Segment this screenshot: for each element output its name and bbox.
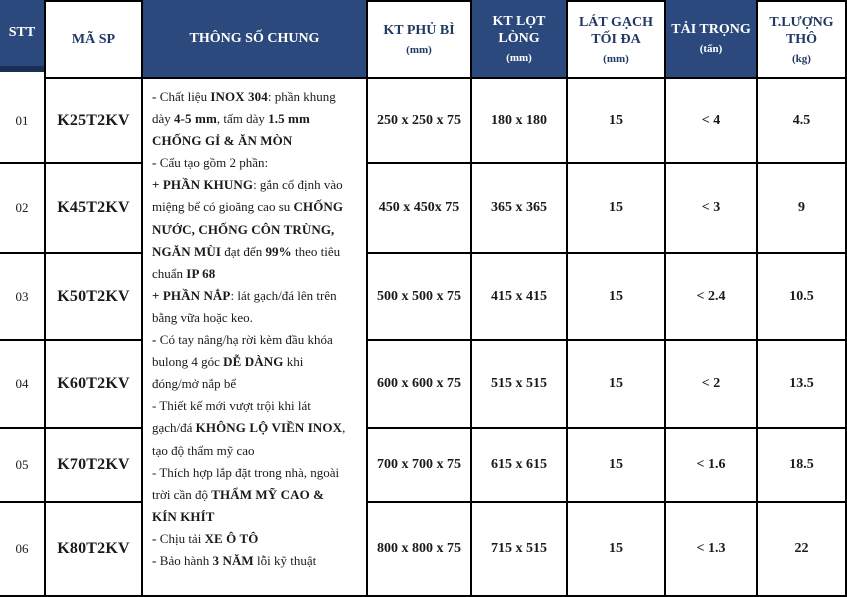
row-3-tai-trong: < 2.4 xyxy=(666,254,758,341)
header-sub-kt-phu-bi: (mm) xyxy=(406,44,432,56)
spec-line-22: - Bảo hành 3 NĂM lỗi kỹ thuật xyxy=(152,552,317,568)
row-3-t-luong: 10.5 xyxy=(758,254,847,341)
row-5-tai-trong: < 1.6 xyxy=(666,429,758,503)
header-cell-lat-gach-toi-da: LÁT GẠCH TỐI ĐA (mm) xyxy=(568,0,666,79)
spec-line-10: + PHẦN NẮP: lát gạch/đá lên trên xyxy=(152,287,337,303)
spec-line-18: - Thích hợp lắp đặt trong nhà, ngoài xyxy=(152,464,340,480)
row-3-kt-lot-long: 415 x 415 xyxy=(472,254,568,341)
row-6-kt-phu-bi: 800 x 800 x 75 xyxy=(368,503,472,597)
row-6-t-luong: 22 xyxy=(758,503,847,597)
row-2-kt-phu-bi: 450 x 450x 75 xyxy=(368,164,472,254)
row-1-kt-phu-bi: 250 x 250 x 75 xyxy=(368,79,472,164)
spec-line-13: bulong 4 góc DỄ DÀNG khi xyxy=(152,354,304,370)
spec-line-5: + PHẦN KHUNG: gắn cố định vào xyxy=(152,177,343,193)
header-label-kt-lot-long: KT LỌT LÒNG xyxy=(492,13,546,46)
header-cell-tai-trong: TẢI TRỌNG (tấn) xyxy=(666,0,758,79)
header-cell-kt-lot-long: KT LỌT LÒNG (mm) xyxy=(472,0,568,79)
spec-line-12: - Có tay nâng/hạ rời kèm đầu khóa xyxy=(152,332,333,348)
row-1-code: K25T2KV xyxy=(46,79,143,164)
header-label-lat-gach-toi-da: LÁT GẠCH TỐI ĐA xyxy=(578,14,654,47)
row-6-kt-lot-long: 715 x 515 xyxy=(472,503,568,597)
row-2-lat-gach: 15 xyxy=(568,164,666,254)
header-cell-t-luong-tho: T.LƯỢNG THÔ (kg) xyxy=(758,0,847,79)
row-2-tai-trong: < 3 xyxy=(666,164,758,254)
row-3-stt: 03 xyxy=(0,254,46,341)
row-5-kt-lot-long: 615 x 615 xyxy=(472,429,568,503)
spec-line-8: NGĂN MÙI đạt đến 99% theo tiêu xyxy=(152,243,341,259)
header-cell-stt: STT xyxy=(0,0,46,79)
row-4-tai-trong: < 2 xyxy=(666,341,758,429)
row-2-code: K45T2KV xyxy=(46,164,143,254)
row-1-kt-lot-long: 180 x 180 xyxy=(472,79,568,164)
header-label-thong-so-chung: THÔNG SỐ CHUNG xyxy=(189,31,320,46)
header-sub-t-luong-tho: (kg) xyxy=(792,52,811,65)
spec-line-7: NƯỚC, CHỐNG CÔN TRÙNG, xyxy=(152,221,335,237)
spec-cell: - Chất liệu INOX 304: phần khung dày 4-5 … xyxy=(143,79,368,597)
row-1-stt: 01 xyxy=(0,79,46,164)
header-label-t-luong-tho: T.LƯỢNG THÔ xyxy=(769,14,834,47)
spec-line-6: miệng bể có gioăng cao su CHỐNG xyxy=(152,199,344,215)
row-3-code: K50T2KV xyxy=(46,254,143,341)
spec-line-16: gạch/đá KHÔNG LỘ VIỀN INOX, xyxy=(152,420,346,436)
header-sub-tai-trong: (tấn) xyxy=(699,43,723,55)
spec-line-15: - Thiết kế mới vượt trội khi lát xyxy=(152,398,311,414)
row-6-code: K80T2KV xyxy=(46,503,143,597)
header-stt-blue-box: STT xyxy=(0,0,44,72)
row-5-code: K70T2KV xyxy=(46,429,143,503)
row-2-t-luong: 9 xyxy=(758,164,847,254)
spec-line-21: - Chịu tải XE Ô TÔ xyxy=(152,530,259,546)
header-sub-lat-gach-toi-da: (mm) xyxy=(603,52,629,65)
row-1-t-luong: 4.5 xyxy=(758,79,847,164)
row-5-stt: 05 xyxy=(0,429,46,503)
header-cell-kt-phu-bi: KT PHỦ BÌ (mm) xyxy=(368,0,472,79)
row-1-tai-trong: < 4 xyxy=(666,79,758,164)
row-3-lat-gach: 15 xyxy=(568,254,666,341)
spec-line-9: chuẩn IP 68 xyxy=(152,265,216,281)
row-5-t-luong: 18.5 xyxy=(758,429,847,503)
spec-line-2: dày 4-5 mm, tấm dày 1.5 mm xyxy=(152,111,310,127)
header-label-ma-sp: MÃ SP xyxy=(71,32,116,47)
row-4-kt-lot-long: 515 x 515 xyxy=(472,341,568,429)
header-label-stt: STT xyxy=(8,25,36,40)
spec-line-20: KÍN KHÍT xyxy=(152,508,215,524)
header-label-tai-trong: TẢI TRỌNG xyxy=(671,22,751,37)
row-2-stt: 02 xyxy=(0,164,46,254)
row-1-lat-gach: 15 xyxy=(568,79,666,164)
row-6-tai-trong: < 1.3 xyxy=(666,503,758,597)
header-cell-ma-sp: MÃ SP xyxy=(46,0,143,79)
spec-line-19: trời cần độ THẨM MỸ CAO & xyxy=(152,486,325,502)
header-sub-kt-lot-long: (mm) xyxy=(506,51,532,64)
row-3-kt-phu-bi: 500 x 500 x 75 xyxy=(368,254,472,341)
row-6-stt: 06 xyxy=(0,503,46,597)
row-4-code: K60T2KV xyxy=(46,341,143,429)
spec-line-1: - Chất liệu INOX 304: phần khung xyxy=(152,89,336,104)
header-cell-thong-so-chung: THÔNG SỐ CHUNG xyxy=(143,0,368,79)
row-5-kt-phu-bi: 700 x 700 x 75 xyxy=(368,429,472,503)
row-4-t-luong: 13.5 xyxy=(758,341,847,429)
header-label-kt-phu-bi: KT PHỦ BÌ xyxy=(383,23,455,38)
spec-line-17: tạo độ thẩm mỹ cao xyxy=(152,442,255,458)
spec-line-3: CHỐNG GỈ & ĂN MÒN xyxy=(152,133,293,149)
spec-line-11: bằng vữa hoặc keo. xyxy=(152,309,253,325)
row-2-kt-lot-long: 365 x 365 xyxy=(472,164,568,254)
row-4-lat-gach: 15 xyxy=(568,341,666,429)
row-4-stt: 04 xyxy=(0,341,46,429)
row-5-lat-gach: 15 xyxy=(568,429,666,503)
spec-line-14: đóng/mở nắp bể xyxy=(152,376,237,392)
spec-line-4: - Cấu tạo gồm 2 phần: xyxy=(152,155,269,171)
row-6-lat-gach: 15 xyxy=(568,503,666,597)
row-4-kt-phu-bi: 600 x 600 x 75 xyxy=(368,341,472,429)
